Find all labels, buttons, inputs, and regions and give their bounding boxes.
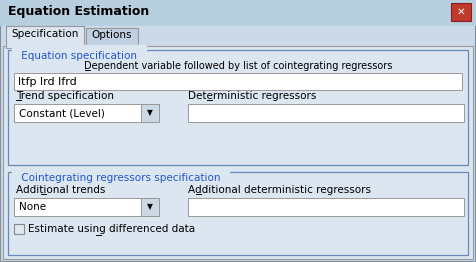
Text: Equation specification: Equation specification	[18, 51, 140, 61]
Text: None: None	[19, 202, 46, 212]
Text: Additional trends: Additional trends	[16, 185, 105, 195]
Bar	[3, 46, 473, 259]
Bar	[0, 0, 476, 26]
Text: ltfp lrd lfrd: ltfp lrd lfrd	[18, 77, 77, 87]
Bar	[141, 198, 159, 216]
Text: ▼: ▼	[147, 108, 153, 117]
Bar	[141, 104, 159, 122]
Text: Additional deterministic regressors: Additional deterministic regressors	[188, 185, 371, 195]
Bar	[451, 3, 471, 21]
Text: Cointegrating regressors specification: Cointegrating regressors specification	[18, 173, 224, 183]
Bar	[8, 50, 468, 165]
Text: Specification: Specification	[11, 29, 79, 39]
Bar	[86, 28, 138, 48]
Bar	[14, 104, 159, 122]
Text: Equation Estimation: Equation Estimation	[8, 5, 149, 18]
Bar	[8, 172, 468, 255]
Bar	[188, 198, 464, 216]
Text: Deterministic regressors: Deterministic regressors	[188, 91, 317, 101]
Bar	[188, 104, 464, 122]
Text: ▼: ▼	[147, 203, 153, 211]
Bar	[6, 26, 84, 48]
Bar	[14, 224, 24, 234]
Bar	[14, 73, 462, 90]
Bar	[14, 198, 159, 216]
Text: ✕: ✕	[456, 7, 466, 17]
Text: Options: Options	[92, 30, 132, 40]
Text: Estimate using differenced data: Estimate using differenced data	[28, 224, 195, 234]
Text: Constant (Level): Constant (Level)	[19, 108, 105, 118]
Text: Trend specification: Trend specification	[16, 91, 114, 101]
Text: Dependent variable followed by list of cointegrating regressors: Dependent variable followed by list of c…	[84, 61, 392, 71]
